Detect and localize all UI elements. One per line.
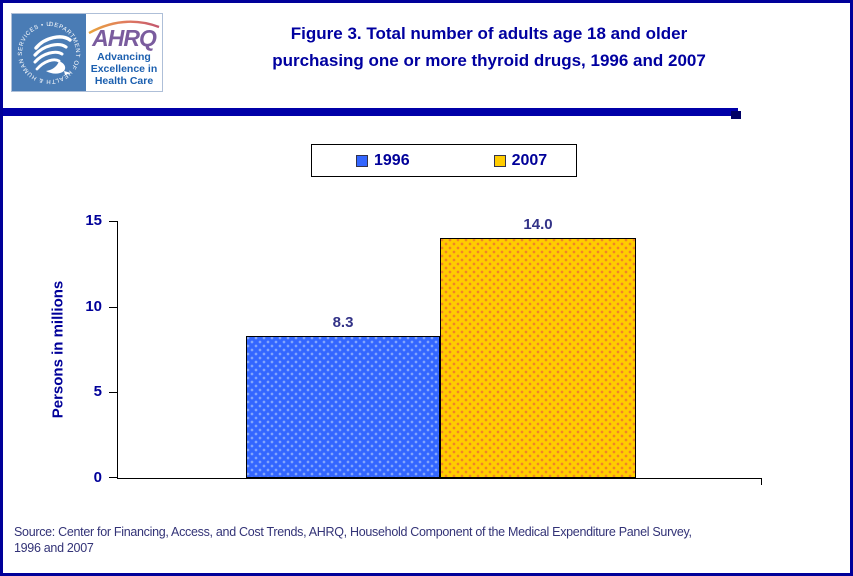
legend-item-2007: 2007 bbox=[493, 151, 548, 170]
source-note-line2: 1996 and 2007 bbox=[14, 541, 94, 555]
legend-swatch-icon bbox=[493, 154, 506, 167]
ahrq-acronym: AHRQ bbox=[92, 25, 157, 51]
ahrq-logo: DEPARTMENT OF HEALTH & HUMAN SERVICES • … bbox=[11, 13, 163, 92]
figure-title: Figure 3. Total number of adults age 18 … bbox=[235, 20, 743, 74]
tagline-line: Excellence in bbox=[90, 63, 158, 75]
rainbow-arc-icon bbox=[88, 20, 160, 34]
hhs-seal: DEPARTMENT OF HEALTH & HUMAN SERVICES • … bbox=[12, 14, 86, 91]
y-tick-mark bbox=[109, 477, 118, 478]
x-axis-end-tick bbox=[761, 478, 762, 485]
tagline-line: Advancing bbox=[97, 51, 151, 63]
figure-title-line2: purchasing one or more thyroid drugs, 19… bbox=[272, 51, 706, 70]
bar-1996 bbox=[246, 336, 440, 478]
legend: 1996 2007 bbox=[311, 144, 577, 177]
y-axis-title-text: Persons in millions bbox=[49, 280, 67, 419]
y-tick-label: 0 bbox=[93, 469, 102, 486]
seal-circular-text: DEPARTMENT OF HEALTH & HUMAN SERVICES • … bbox=[12, 14, 79, 84]
bar-value-label-1996: 8.3 bbox=[332, 314, 354, 331]
y-axis-line bbox=[117, 221, 118, 479]
bar-value-label-2007: 14.0 bbox=[523, 216, 553, 233]
divider-rule bbox=[3, 108, 741, 119]
svg-text:DEPARTMENT OF HEALTH & HUMAN S: DEPARTMENT OF HEALTH & HUMAN SERVICES • … bbox=[12, 14, 80, 84]
y-tick-label: 5 bbox=[93, 383, 102, 400]
x-axis-line bbox=[117, 478, 762, 479]
y-tick-mark bbox=[109, 307, 118, 308]
legend-label: 2007 bbox=[511, 151, 548, 169]
y-tick-label: 15 bbox=[85, 212, 102, 229]
source-note: Source: Center for Financing, Access, an… bbox=[14, 524, 814, 556]
y-tick-mark bbox=[109, 392, 118, 393]
ahrq-tagline: Advancing Excellence in Health Care bbox=[86, 51, 162, 87]
hhs-eagle-icon: DEPARTMENT OF HEALTH & HUMAN SERVICES • … bbox=[12, 14, 80, 84]
figure-title-line1: Figure 3. Total number of adults age 18 … bbox=[290, 24, 688, 43]
y-axis-title: Persons in millions bbox=[33, 221, 83, 478]
tagline-line: Health Care bbox=[94, 75, 154, 87]
legend-swatch-icon bbox=[356, 154, 368, 167]
bar-2007 bbox=[440, 238, 636, 478]
y-tick-label: 10 bbox=[85, 298, 102, 315]
legend-label: 1996 bbox=[374, 151, 410, 169]
y-tick-mark bbox=[109, 221, 118, 222]
source-note-line1: Source: Center for Financing, Access, an… bbox=[14, 525, 692, 539]
ahrq-wordmark-panel: AHRQ Advancing Excellence in Health Care bbox=[86, 14, 162, 91]
plot-area: 15 10 5 0 8.3 14.0 bbox=[85, 212, 762, 486]
legend-item-1996: 1996 bbox=[356, 152, 410, 170]
